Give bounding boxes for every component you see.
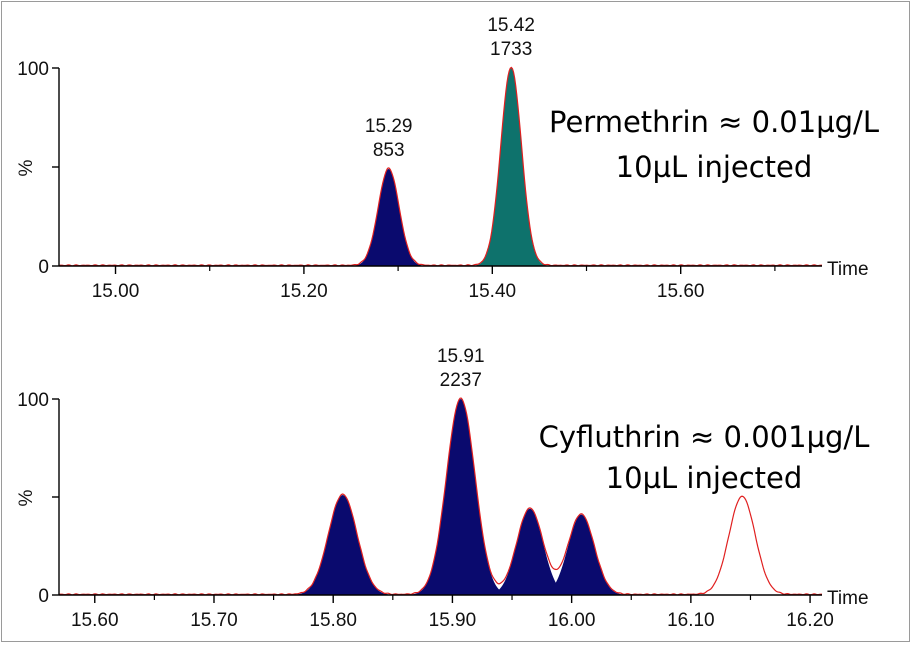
panel-1-x-tick-label-2: 15.20 xyxy=(280,281,328,302)
panel-1-peak-fill-1 xyxy=(342,168,436,266)
panel-1-peak-fill-2 xyxy=(464,68,558,266)
panel-1-peak-area-label-1: 853 xyxy=(373,140,405,161)
panel-2-y-tick-label-top: 100 xyxy=(17,390,49,411)
panel-2-x-tick-label-5: 16.00 xyxy=(548,610,596,631)
panel-2-x-tick-label-3: 15.80 xyxy=(309,610,357,631)
panel-2-y-axis-label: % xyxy=(16,489,37,506)
panel-1-y-tick-label-top: 100 xyxy=(17,59,49,80)
panel-1-x-tick-label-4: 15.60 xyxy=(657,281,705,302)
panel-2-annotation-line-2: 10µL injected xyxy=(606,461,803,495)
panel-1-y-axis-label: % xyxy=(16,159,37,176)
panel-1-x-tick-label-1: 15.00 xyxy=(92,281,140,302)
panel-1-annotation-line-2: 10µL injected xyxy=(616,150,813,184)
panel-2-x-tick-label-7: 16.20 xyxy=(786,610,834,631)
panel-1-annotation-line-1: Permethrin ≈ 0.01µg/L xyxy=(549,105,879,139)
panel-1-peak-area-label-2: 1733 xyxy=(490,39,532,60)
panel-2-peak-fill-1 xyxy=(278,495,408,595)
panel-2-annotation-line-1: Cyfluthrin ≈ 0.001µg/L xyxy=(539,420,870,454)
panel-2-x-tick-label-2: 15.70 xyxy=(190,610,238,631)
panel-2-peak-area-label-2: 2237 xyxy=(440,370,482,391)
panel-1-peak-rt-label-2: 15.42 xyxy=(487,15,535,36)
panel-2-peak-rt-label-2: 15.91 xyxy=(437,346,485,367)
panel-1-peak-rt-label-1: 15.29 xyxy=(365,116,413,137)
panel-1-y-tick-label-bottom: 0 xyxy=(38,257,49,278)
panel-2-y-tick-label-bottom: 0 xyxy=(38,586,49,607)
panel-2-x-tick-label-1: 15.60 xyxy=(71,610,119,631)
panel-2-x-axis-label: Time xyxy=(827,588,869,609)
panel-1-x-tick-label-3: 15.40 xyxy=(469,281,517,302)
panel-2-x-tick-label-4: 15.90 xyxy=(429,610,477,631)
panel-2-peak-fill-3 xyxy=(470,508,589,595)
panel-2-peak-fill-2 xyxy=(396,399,526,595)
panel-2-peak-fill-4 xyxy=(522,514,641,595)
panel-1-x-axis-label: Time xyxy=(827,259,869,280)
panel-2-x-tick-label-6: 16.10 xyxy=(667,610,715,631)
